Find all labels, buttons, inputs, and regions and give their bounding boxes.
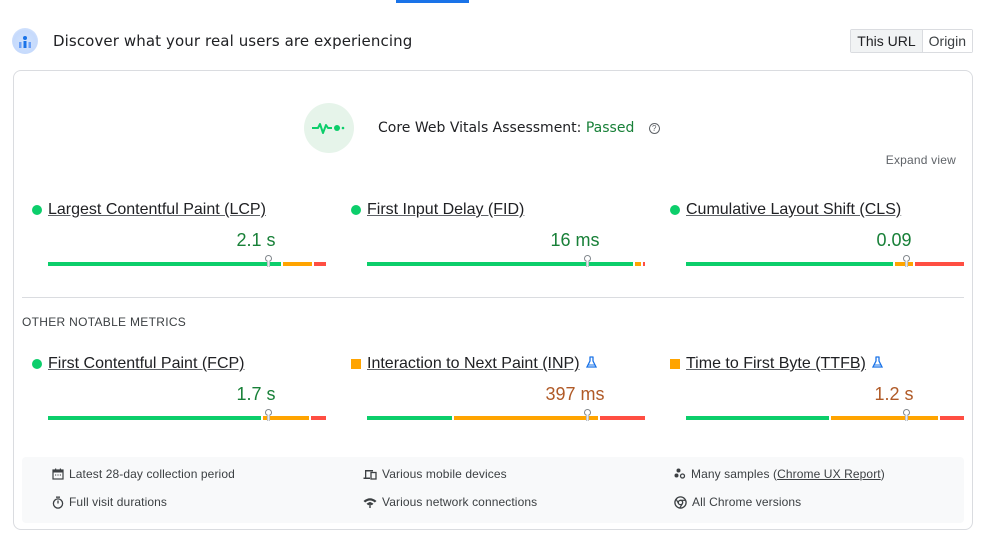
- poor-segment: [643, 262, 645, 266]
- users-chart-icon: [12, 28, 38, 54]
- assessment-status: Passed: [585, 120, 635, 136]
- good-circle-icon: [351, 205, 361, 215]
- p75-marker-icon: [584, 409, 592, 421]
- good-circle-icon: [670, 205, 680, 215]
- good-segment: [48, 262, 281, 266]
- metric-inp-value: 397 ms: [545, 384, 605, 404]
- vitals-pulse-icon: [304, 103, 354, 153]
- assessment-label: Core Web Vitals Assessment:: [378, 120, 582, 136]
- chrome-ux-report-link[interactable]: Chrome UX Report: [777, 467, 881, 481]
- good-segment: [686, 262, 894, 266]
- info-devices: Various mobile devices: [363, 467, 507, 481]
- chrome-versions-text: All Chrome versions: [692, 495, 802, 509]
- good-segment: [367, 416, 452, 420]
- network-text: Various network connections: [382, 495, 538, 509]
- needs-improvement-segment: [895, 262, 914, 266]
- lcp-distribution-bar: [48, 262, 327, 266]
- other-metrics-row: First Contentful Paint (FCP) 1.7 s Inter…: [32, 355, 987, 425]
- cwv-assessment: Core Web Vitals Assessment: Passed ?: [304, 103, 660, 153]
- stopwatch-icon: [52, 496, 64, 509]
- metric-lcp-value: 2.1 s: [236, 230, 276, 250]
- active-tab-indicator: [396, 0, 469, 3]
- needs-improvement-segment: [453, 416, 599, 420]
- needs-improvement-segment: [263, 416, 309, 420]
- good-circle-icon: [32, 359, 42, 369]
- info-visit-durations: Full visit durations: [52, 495, 167, 509]
- wifi-icon: [363, 497, 377, 508]
- p75-marker-icon: [584, 255, 592, 267]
- metric-ttfb: Time to First Byte (TTFB) 1.2 s: [670, 355, 987, 425]
- p75-marker-icon: [265, 409, 273, 421]
- info-collection-period: Latest 28-day collection period: [52, 467, 235, 481]
- poor-segment: [940, 416, 964, 420]
- data-source-info-panel: Latest 28-day collection period Full vis…: [22, 457, 964, 523]
- metric-fcp: First Contentful Paint (FCP) 1.7 s: [32, 355, 351, 425]
- other-metrics-heading: OTHER NOTABLE METRICS: [22, 315, 187, 329]
- metric-fcp-link[interactable]: First Contentful Paint (FCP): [48, 355, 245, 372]
- good-circle-icon: [32, 205, 42, 215]
- needs-improvement-segment: [831, 416, 939, 420]
- p75-marker-icon: [903, 409, 911, 421]
- p75-marker-icon: [903, 255, 911, 267]
- info-network: Various network connections: [363, 495, 537, 509]
- good-segment: [367, 262, 633, 266]
- metric-cls: Cumulative Layout Shift (CLS) 0.09: [670, 201, 987, 271]
- crux-card: Core Web Vitals Assessment: Passed ? Exp…: [13, 70, 973, 530]
- help-icon[interactable]: ?: [648, 123, 660, 134]
- info-samples: Many samples (Chrome UX Report): [674, 467, 885, 481]
- metric-fid-value: 16 ms: [550, 230, 600, 250]
- needs-improvement-segment: [282, 262, 312, 266]
- section-title: Discover what your real users are experi…: [53, 32, 413, 50]
- fcp-distribution-bar: [48, 416, 326, 420]
- metric-lcp: Largest Contentful Paint (LCP) 2.1 s: [32, 201, 351, 271]
- info-chrome-versions: All Chrome versions: [674, 495, 801, 509]
- metric-ttfb-value: 1.2 s: [874, 384, 914, 404]
- inp-distribution-bar: [367, 416, 645, 420]
- metric-fid: First Input Delay (FID) 16 ms: [351, 201, 670, 271]
- poor-segment: [915, 262, 964, 266]
- good-segment: [48, 416, 262, 420]
- metric-fcp-value: 1.7 s: [236, 384, 276, 404]
- poor-segment: [310, 416, 326, 420]
- expand-view-button[interactable]: Expand view: [885, 153, 956, 167]
- metric-inp: Interaction to Next Paint (INP) 397 ms: [351, 355, 670, 425]
- metric-ttfb-link[interactable]: Time to First Byte (TTFB): [686, 355, 866, 372]
- field-data-header: Discover what your real users are experi…: [12, 26, 973, 56]
- experimental-flask-icon: [585, 355, 597, 373]
- good-segment: [686, 416, 830, 420]
- ttfb-distribution-bar: [686, 416, 964, 420]
- devices-icon: [363, 469, 377, 480]
- visit-durations-text: Full visit durations: [69, 495, 168, 509]
- metric-cls-link[interactable]: Cumulative Layout Shift (CLS): [686, 201, 902, 218]
- section-divider: [22, 297, 964, 298]
- devices-text: Various mobile devices: [382, 467, 507, 481]
- needs-improvement-square-icon: [351, 359, 361, 369]
- this-url-button[interactable]: This URL: [851, 30, 923, 52]
- experimental-flask-icon: [871, 355, 883, 373]
- needs-improvement-segment: [634, 262, 642, 266]
- metric-inp-link[interactable]: Interaction to Next Paint (INP): [367, 355, 580, 372]
- samples-icon: [674, 468, 686, 479]
- poor-segment: [313, 262, 327, 266]
- collection-period-text: Latest 28-day collection period: [69, 467, 235, 481]
- metric-cls-value: 0.09: [876, 230, 912, 250]
- fid-distribution-bar: [367, 262, 645, 266]
- core-metrics-row: Largest Contentful Paint (LCP) 2.1 s Fir…: [32, 201, 987, 271]
- p75-marker-icon: [265, 255, 273, 267]
- poor-segment: [600, 416, 645, 420]
- samples-prefix: Many samples (: [691, 467, 778, 481]
- calendar-icon: [52, 468, 64, 480]
- url-origin-toggle[interactable]: This URL Origin: [850, 29, 973, 53]
- metric-fid-link[interactable]: First Input Delay (FID): [367, 201, 525, 218]
- metric-lcp-link[interactable]: Largest Contentful Paint (LCP): [48, 201, 266, 218]
- needs-improvement-square-icon: [670, 359, 680, 369]
- origin-button[interactable]: Origin: [922, 30, 972, 52]
- cls-distribution-bar: [686, 262, 964, 266]
- samples-suffix: ): [880, 467, 885, 481]
- chrome-icon: [674, 495, 687, 509]
